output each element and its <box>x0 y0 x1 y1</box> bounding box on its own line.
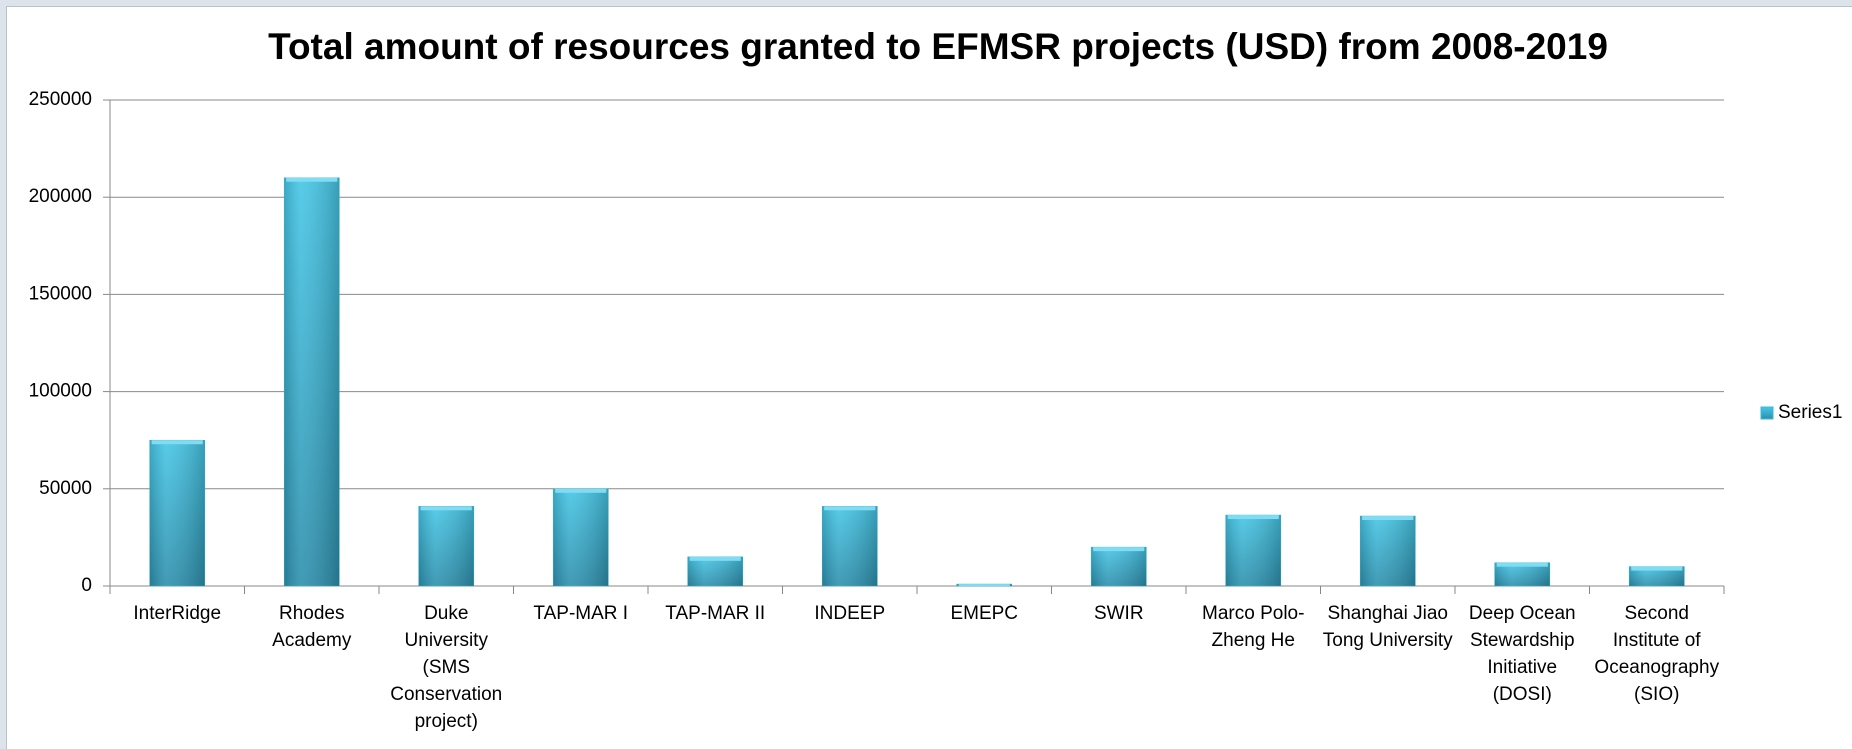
bar-cap <box>689 556 741 561</box>
bar-cap <box>824 506 876 511</box>
bar-shade <box>822 506 878 586</box>
x-tick-label: Rhodes Academy <box>272 603 352 651</box>
bar-cap <box>958 584 1010 586</box>
x-tick-label: Shanghai Jiao Tong University <box>1322 603 1453 651</box>
x-tick-label: InterRidge <box>133 603 222 624</box>
bar-shade <box>418 506 474 586</box>
legend-swatch <box>1760 406 1774 420</box>
x-tick-label: EMEPC <box>950 603 1019 624</box>
bar-cap <box>1631 566 1683 571</box>
x-tick-label: SWIR <box>1093 603 1144 624</box>
y-tick-label: 250000 <box>29 89 92 110</box>
bar-shade <box>687 556 743 586</box>
bar-cap <box>1362 516 1414 521</box>
y-tick-label: 50000 <box>39 478 92 499</box>
bar-cap <box>420 506 472 511</box>
bar-cap <box>1496 562 1548 567</box>
x-tick-label: Deep Ocean Stewardship Initiative (DOSI) <box>1468 603 1576 705</box>
x-tick-label: TAP-MAR I <box>533 603 629 624</box>
bar-shade <box>553 488 609 586</box>
legend-label: Series1 <box>1778 402 1842 423</box>
bar-shade <box>1360 516 1416 586</box>
x-tick-label: Duke University (SMS Conservation projec… <box>390 603 503 732</box>
x-tick-label: Second Institute of Oceanography (SIO) <box>1594 603 1720 705</box>
y-tick-label: 150000 <box>29 283 92 304</box>
bar-cap <box>1227 515 1279 520</box>
bar-shade <box>1629 566 1685 586</box>
y-tick-label: 100000 <box>29 381 92 402</box>
bar-shade <box>149 440 205 586</box>
bar-shade <box>284 177 340 586</box>
x-tick-label: TAP-MAR II <box>665 603 766 624</box>
bar-cap <box>151 440 203 445</box>
bar-shade <box>1494 562 1550 586</box>
bar-shade <box>1225 515 1281 586</box>
y-tick-label: 0 <box>81 575 92 596</box>
bar-cap <box>555 488 607 493</box>
y-tick-label: 200000 <box>29 186 92 207</box>
bar-cap <box>1093 547 1145 552</box>
chart-title: Total amount of resources granted to EFM… <box>268 26 1608 67</box>
bar-shade <box>1091 547 1147 586</box>
bar-cap <box>286 177 338 182</box>
x-tick-label: INDEEP <box>814 603 886 624</box>
x-tick-label: Marco Polo-Zheng He <box>1202 603 1305 651</box>
